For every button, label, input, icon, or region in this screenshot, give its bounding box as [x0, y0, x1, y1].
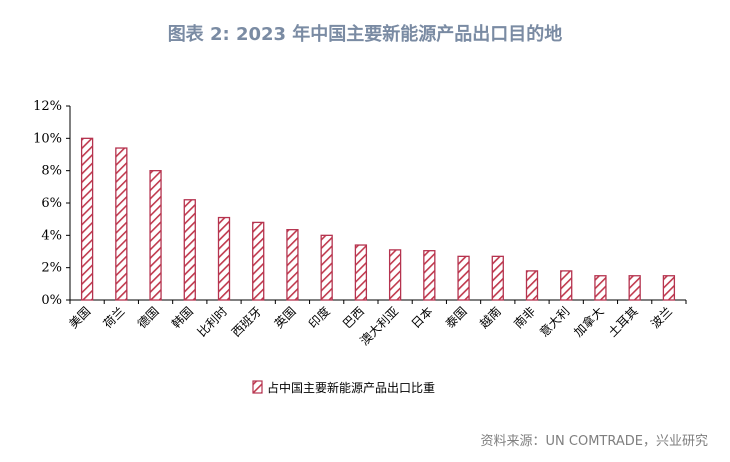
x-tick-label: 韩国	[168, 304, 196, 332]
x-tick-label: 德国	[134, 304, 162, 332]
bar	[525, 270, 539, 301]
x-tick-label: 加拿大	[570, 304, 606, 340]
x-tick-label: 荷兰	[101, 304, 128, 331]
bar	[560, 270, 573, 301]
x-tick-label: 南非	[511, 304, 539, 332]
y-tick-label: 12%	[33, 99, 62, 114]
bar	[628, 275, 641, 301]
x-tick-label: 澳大利亚	[357, 304, 401, 348]
bar	[115, 147, 128, 301]
x-tick-label: 意大利	[536, 304, 572, 340]
x-tick-label: 波兰	[648, 304, 675, 331]
bar-group	[80, 137, 676, 301]
x-tick-label: 美国	[66, 304, 93, 331]
y-tick-label: 8%	[41, 164, 62, 179]
bar	[354, 244, 368, 301]
bar	[491, 255, 504, 301]
y-tick-label: 10%	[33, 131, 62, 146]
y-tick-label: 0%	[41, 293, 62, 308]
x-tick-label: 日本	[409, 304, 436, 331]
x-tick-label: 印度	[305, 304, 333, 332]
x-tick-label: 泰国	[443, 304, 470, 331]
y-tick-label: 4%	[41, 228, 62, 243]
bar	[594, 275, 607, 301]
bar	[80, 137, 94, 301]
x-tick-label: 西班牙	[229, 304, 264, 339]
chart-title: 图表 2: 2023 年中国主要新能源产品出口目的地	[167, 24, 563, 45]
bar	[320, 234, 333, 301]
y-tick-label: 2%	[41, 261, 62, 276]
legend: 占中国主要新能源产品出口比重	[252, 380, 435, 395]
legend-swatch	[252, 380, 263, 394]
y-tick-label: 6%	[41, 196, 62, 211]
bar	[149, 170, 162, 301]
legend-label: 占中国主要新能源产品出口比重	[267, 380, 435, 395]
bar	[457, 255, 470, 301]
x-tick-label: 土耳其	[605, 304, 640, 339]
source-note: 资料来源：UN COMTRADE，兴业研究	[480, 434, 708, 449]
bar	[662, 275, 676, 301]
x-tick-label: 巴西	[340, 304, 367, 331]
bar	[286, 229, 299, 301]
bar	[423, 250, 436, 301]
x-tick-label: 英国	[272, 304, 299, 331]
x-tick-label: 越南	[476, 304, 504, 332]
chart-axes	[66, 105, 687, 304]
bar	[252, 221, 265, 301]
y-tick-labels: 0% 2% 4% 6% 8% 10% 12%	[33, 99, 62, 308]
bar	[388, 249, 402, 301]
x-tick-label: 比利时	[195, 304, 230, 339]
bar	[217, 216, 231, 301]
bar	[183, 199, 196, 301]
